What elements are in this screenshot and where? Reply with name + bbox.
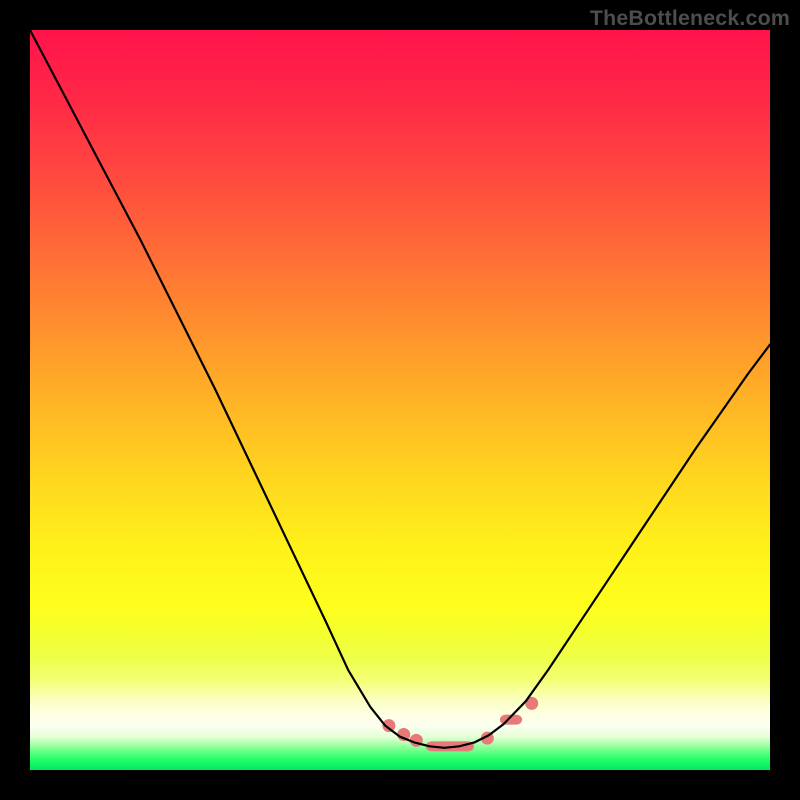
chart-overlay: [30, 30, 770, 770]
watermark-text: TheBottleneck.com: [590, 6, 790, 31]
chart-frame: TheBottleneck.com: [0, 0, 800, 800]
curve-left: [30, 30, 444, 748]
plot-area: [30, 30, 770, 770]
accent-marks-group: [382, 697, 538, 751]
curve-right: [444, 345, 770, 748]
